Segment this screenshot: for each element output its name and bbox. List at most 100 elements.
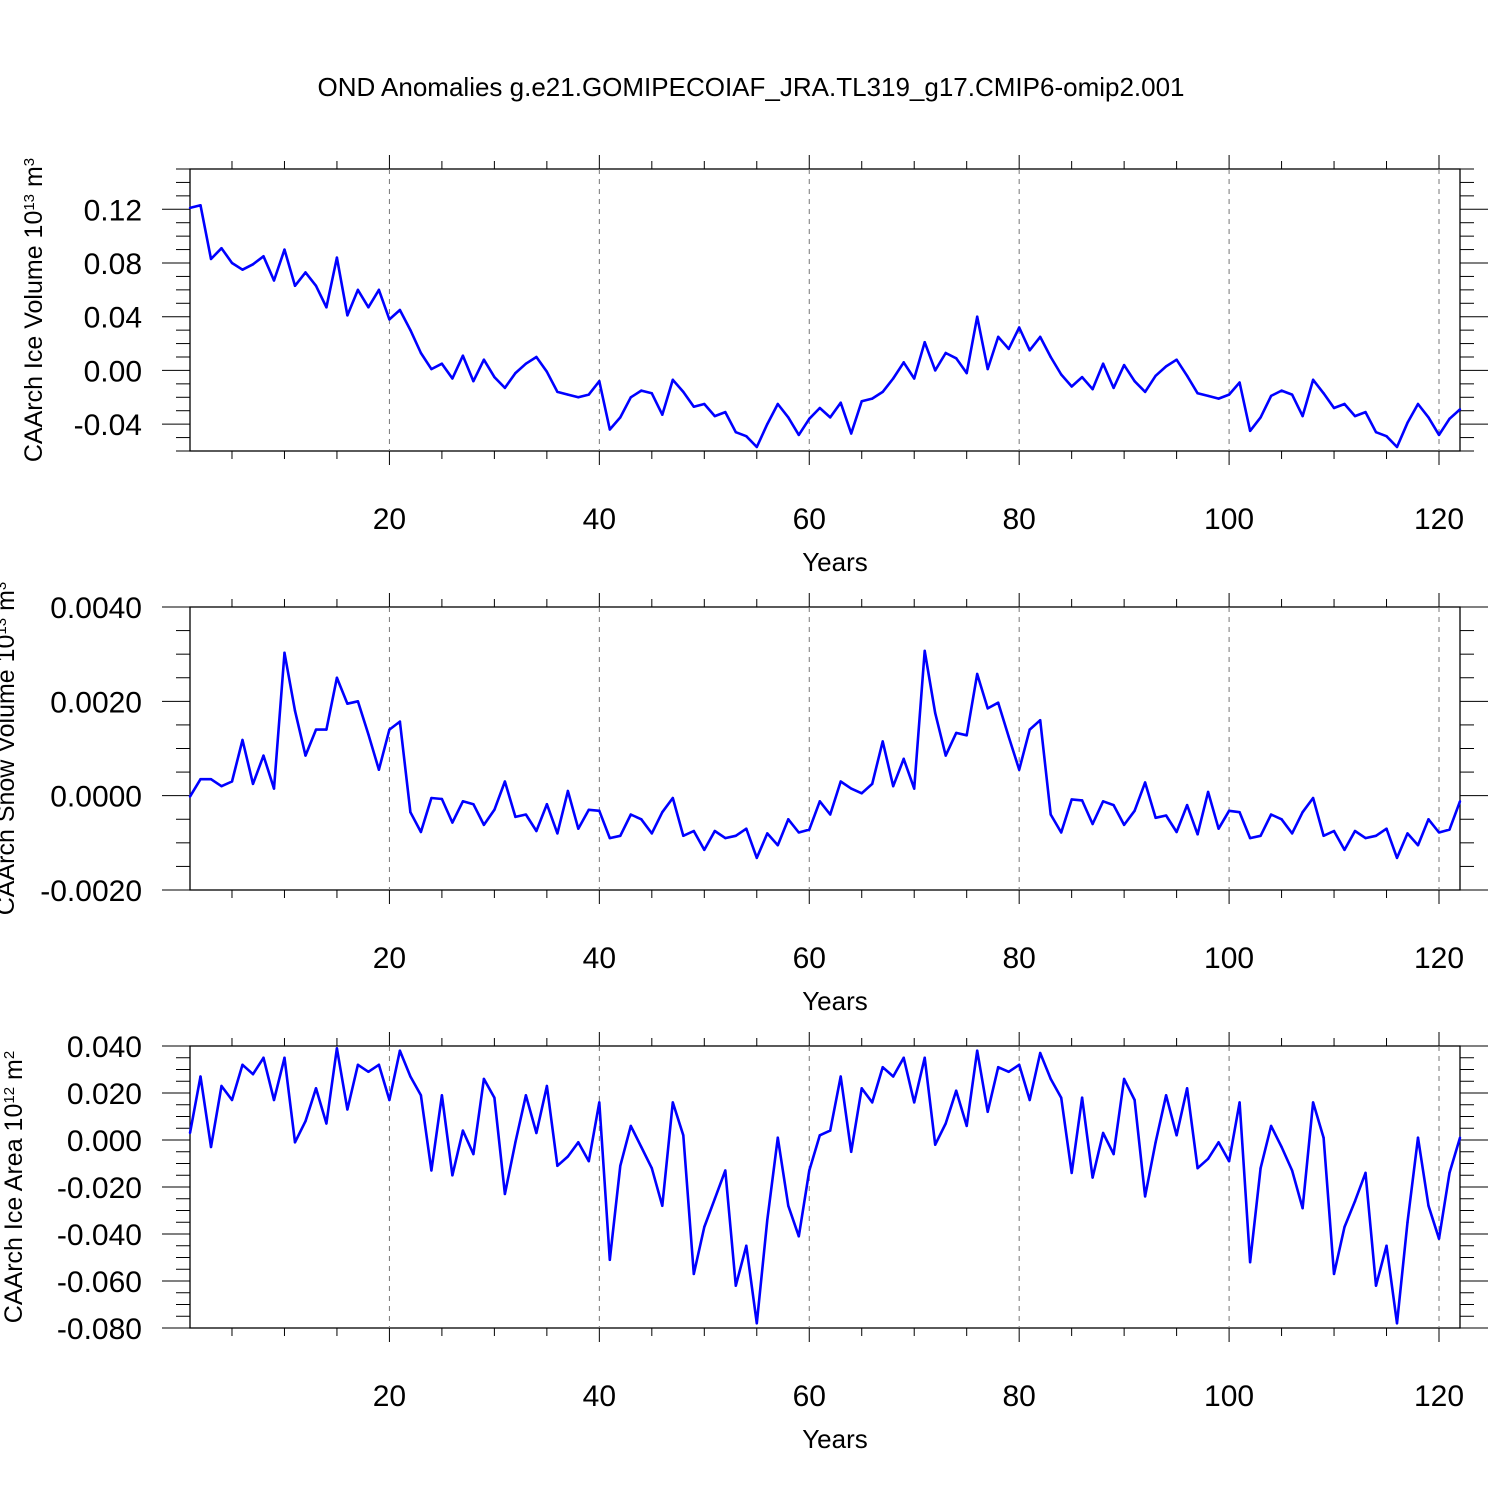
data-point [1427,416,1430,419]
data-point [283,1056,286,1059]
data-point [766,832,769,835]
data-point [1437,433,1441,437]
data-point [1175,1134,1178,1137]
x-tick-label: 60 [793,942,826,975]
x-tick-label: 60 [793,503,826,536]
data-point [713,829,716,833]
data-point [325,306,328,309]
data-point [692,829,696,833]
data-point [755,1322,758,1325]
data-point [1017,768,1021,771]
data-point [1185,1087,1189,1090]
data-point [493,375,496,379]
data-point [556,1164,559,1168]
x-tick-label: 20 [373,942,406,975]
data-point [367,733,370,736]
chart-panel-1: 20 40 60 80 100 120 Years -0.04 0.00 0.04 0.08 0.12… [20,155,1488,577]
data-point [1395,856,1399,860]
data-point [1185,803,1189,807]
data-point [398,308,402,312]
data-point [356,288,360,292]
y-tick-label: 0.08 [84,248,142,281]
x-tick-label: 100 [1204,503,1254,536]
data-point [713,414,716,418]
data-point [1091,822,1094,826]
y-tick-label: -0.0020 [40,875,142,908]
x-tick-label: 100 [1204,1380,1254,1413]
data-point [1353,829,1357,833]
data-point [346,1108,349,1111]
figure-title: OND Anomalies g.e21.GOMIPECOIAF_JRA.TL31… [317,72,1184,102]
data-point [1395,1322,1399,1325]
data-point [671,378,675,382]
data-point [535,829,538,833]
data-point [1101,1131,1105,1135]
data-point [902,757,905,761]
data-point [199,1075,202,1078]
data-point [188,795,192,798]
data-point [965,371,968,375]
data-point [1301,1206,1304,1210]
data-point [996,335,1000,339]
data-point [1154,374,1157,377]
data-point [1364,836,1367,840]
data-point [514,815,517,819]
data-point [188,206,192,210]
data-point [577,1141,580,1144]
data-point [902,1056,905,1059]
y-tick-label: -0.04 [74,409,142,442]
data-point [734,431,737,434]
series-line [189,204,1461,449]
chart-panel-3: 20 40 60 80 100 120 Years -0.080 -0.060 -0.040 -0.… [0,1031,1488,1454]
data-point [1154,816,1157,820]
data-point [871,1101,874,1104]
data-point [808,828,811,831]
data-point [409,328,412,332]
data-point [209,1145,213,1149]
data-point [1385,435,1388,438]
data-point [346,702,349,705]
data-point [1238,381,1241,384]
data-point [230,780,234,783]
x-tick-label: 120 [1414,503,1464,536]
data-point [1070,1171,1073,1175]
x-tick-label: 80 [1002,942,1035,975]
data-point [325,1122,328,1125]
data-point [1059,831,1063,834]
data-point [1227,1159,1231,1163]
data-point [314,1087,318,1090]
data-point [797,433,800,437]
data-point [839,780,842,783]
data-point [325,728,328,731]
data-point [1322,392,1325,395]
data-point [1028,728,1031,731]
data-point [1322,834,1325,837]
data-point [1269,1124,1273,1128]
data-point [1007,735,1010,738]
data-point [1448,1171,1451,1175]
data-point [524,1094,528,1097]
data-point [850,432,853,435]
data-point [272,279,276,282]
data-point [986,707,989,710]
data-point [1269,394,1273,398]
y-tick-label: 0.0020 [50,686,142,719]
data-point [220,247,223,250]
data-point [1217,1141,1220,1144]
data-point [913,377,916,380]
data-point [934,1143,937,1146]
data-point [1248,1261,1252,1264]
data-point [1311,796,1315,800]
data-point [860,400,863,403]
data-point [975,1049,979,1052]
data-point [797,1235,800,1238]
data-point [188,1131,192,1135]
data-point [1322,1136,1325,1139]
data-point [293,709,297,712]
data-point [1259,416,1262,419]
data-point [388,318,391,321]
data-point [986,1110,989,1114]
data-point [1164,1094,1168,1097]
data-point [1311,378,1315,382]
data-point [1080,375,1084,379]
